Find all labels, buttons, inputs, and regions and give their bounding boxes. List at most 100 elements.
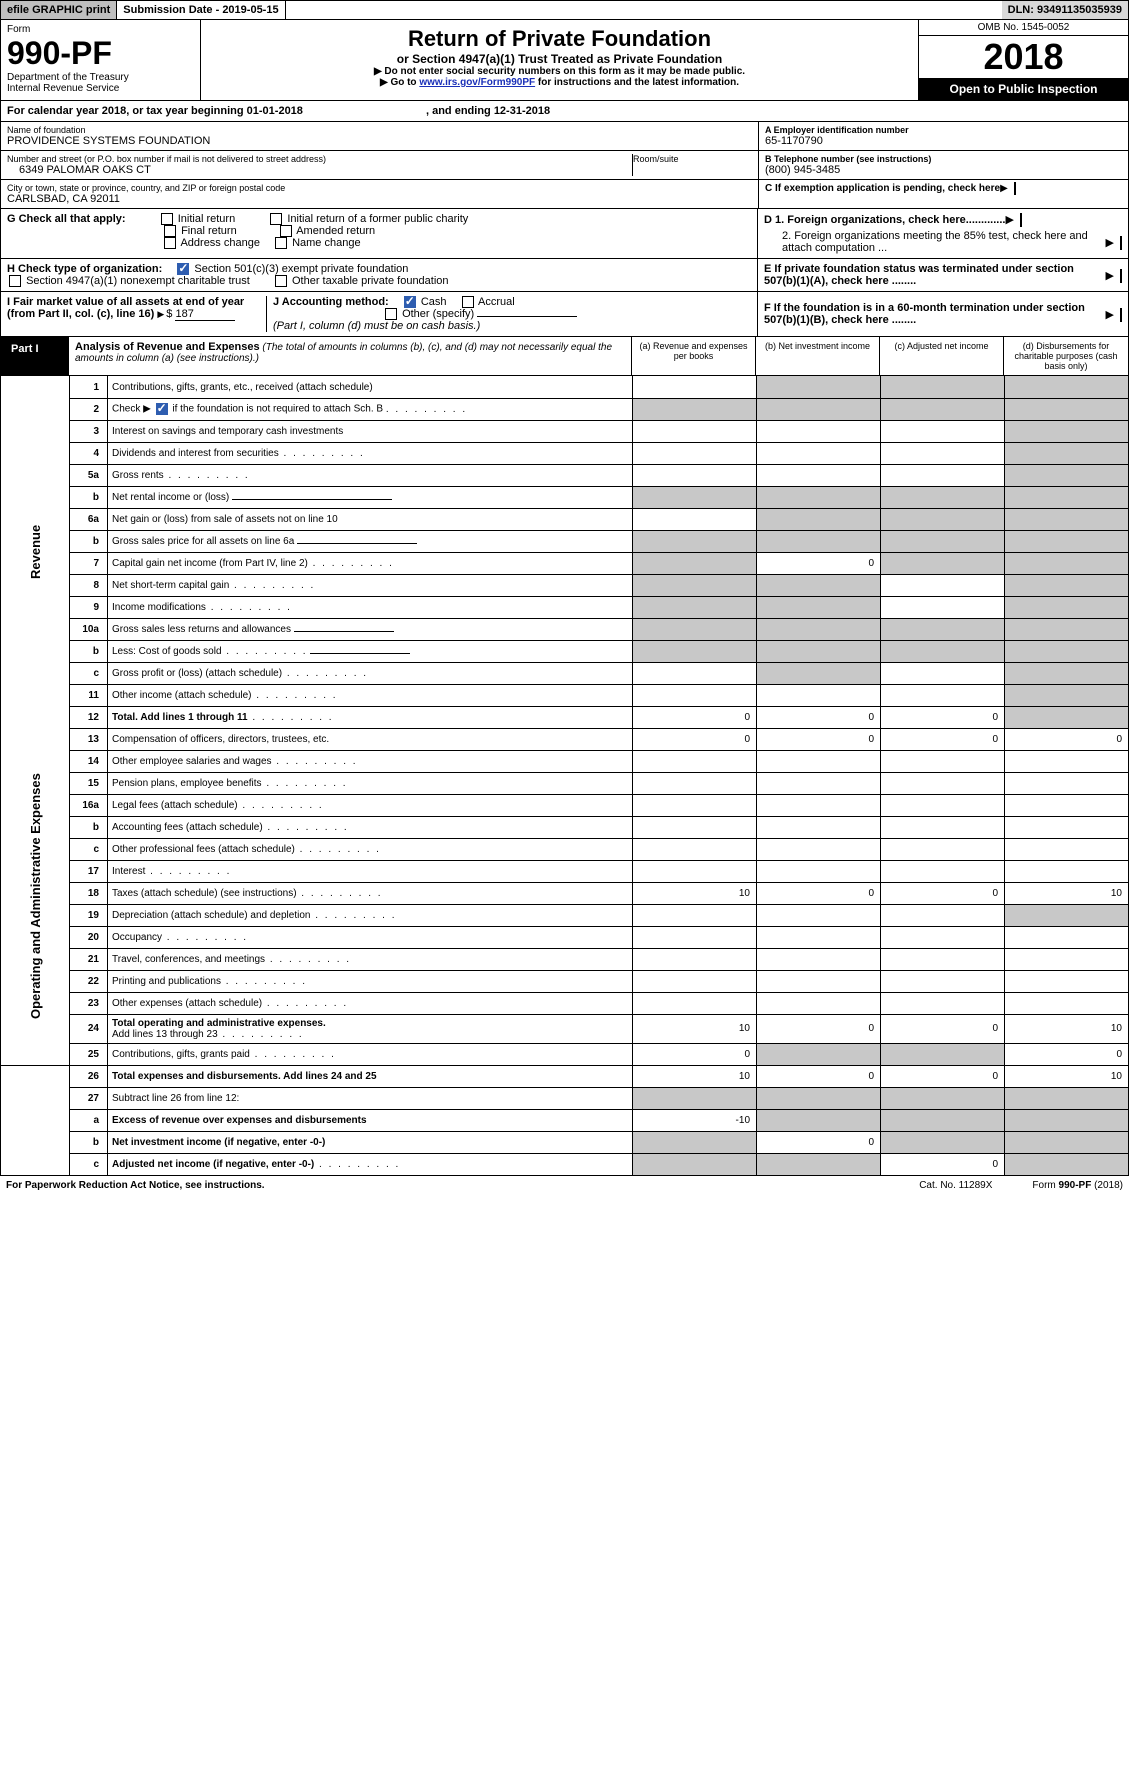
v27b: 0 bbox=[757, 1131, 881, 1153]
r10bt: Less: Cost of goods sold bbox=[112, 646, 222, 657]
ln-10c: c bbox=[70, 662, 108, 684]
ln-16a: 16a bbox=[70, 794, 108, 816]
r5bt: Net rental income or (loss) bbox=[112, 492, 229, 503]
r2-check[interactable] bbox=[156, 403, 168, 415]
h-o3: Other taxable private foundation bbox=[292, 275, 449, 287]
ln-5a: 5a bbox=[70, 464, 108, 486]
inst2-pre: ▶ Go to bbox=[380, 77, 419, 88]
r7: Capital gain net income (from Part IV, l… bbox=[108, 552, 633, 574]
r10c: Gross profit or (loss) (attach schedule) bbox=[108, 662, 633, 684]
irs-link[interactable]: www.irs.gov/Form990PF bbox=[419, 77, 535, 88]
r21: Travel, conferences, and meetings bbox=[108, 948, 633, 970]
v26c: 0 bbox=[881, 1065, 1005, 1087]
e-checkbox[interactable] bbox=[1120, 269, 1122, 283]
r16b: Accounting fees (attach schedule) bbox=[108, 816, 633, 838]
v13d: 0 bbox=[1005, 728, 1129, 750]
submission-date: Submission Date - 2019-05-15 bbox=[117, 1, 285, 19]
identity-block: Name of foundation PROVIDENCE SYSTEMS FO… bbox=[0, 122, 1129, 209]
v18a: 10 bbox=[633, 882, 757, 904]
row-ij-f: I Fair market value of all assets at end… bbox=[0, 292, 1129, 337]
g-initial-return[interactable] bbox=[161, 213, 173, 225]
v7b: 0 bbox=[757, 552, 881, 574]
r11: Other income (attach schedule) bbox=[108, 684, 633, 706]
top-bar: efile GRAPHIC print Submission Date - 20… bbox=[0, 0, 1129, 20]
j-other[interactable] bbox=[385, 308, 397, 320]
j-cash[interactable] bbox=[404, 296, 416, 308]
r16a: Legal fees (attach schedule) bbox=[108, 794, 633, 816]
r2a: Check ▶ bbox=[112, 404, 151, 415]
city-state-zip: CARLSBAD, CA 92011 bbox=[7, 193, 752, 205]
r12t: Total. Add lines 1 through 11 bbox=[112, 712, 248, 723]
h-other-taxable[interactable] bbox=[275, 275, 287, 287]
col-d-hdr: (d) Disbursements for charitable purpose… bbox=[1004, 337, 1128, 375]
v27c: 0 bbox=[881, 1153, 1005, 1175]
r26: Total expenses and disbursements. Add li… bbox=[108, 1065, 633, 1087]
r16at: Legal fees (attach schedule) bbox=[112, 800, 238, 811]
r10b: Less: Cost of goods sold bbox=[108, 640, 633, 662]
v12c: 0 bbox=[881, 706, 1005, 728]
ln-16b: b bbox=[70, 816, 108, 838]
h-4947[interactable] bbox=[9, 275, 21, 287]
g-name-change[interactable] bbox=[275, 237, 287, 249]
v24a: 10 bbox=[633, 1014, 757, 1043]
r5a: Gross rents bbox=[108, 464, 633, 486]
ln-6b: b bbox=[70, 530, 108, 552]
h-o1: Section 501(c)(3) exempt private foundat… bbox=[194, 263, 408, 275]
d2-checkbox[interactable] bbox=[1120, 236, 1122, 250]
form-title: Return of Private Foundation bbox=[207, 26, 912, 52]
r18t: Taxes (attach schedule) (see instruction… bbox=[112, 888, 297, 899]
r4: Dividends and interest from securities bbox=[108, 442, 633, 464]
row-g-d: G Check all that apply: Initial return I… bbox=[0, 209, 1129, 259]
efile-btn[interactable]: efile GRAPHIC print bbox=[1, 1, 117, 19]
r5at: Gross rents bbox=[112, 470, 164, 481]
g-final-return[interactable] bbox=[164, 225, 176, 237]
g-opt-5: Name change bbox=[292, 237, 361, 249]
v26d: 10 bbox=[1005, 1065, 1129, 1087]
v18d: 10 bbox=[1005, 882, 1129, 904]
street-address: 6349 PALOMAR OAKS CT bbox=[7, 164, 632, 176]
v12b: 0 bbox=[757, 706, 881, 728]
ln-26: 26 bbox=[70, 1065, 108, 1087]
ln-3: 3 bbox=[70, 420, 108, 442]
r16bt: Accounting fees (attach schedule) bbox=[112, 822, 263, 833]
ln-7: 7 bbox=[70, 552, 108, 574]
c-label: C If exemption application is pending, c… bbox=[765, 183, 1000, 194]
part1-label: Part I bbox=[1, 337, 69, 375]
r19: Depreciation (attach schedule) and deple… bbox=[108, 904, 633, 926]
g-address-change[interactable] bbox=[164, 237, 176, 249]
j-accrual[interactable] bbox=[462, 296, 474, 308]
ln-9: 9 bbox=[70, 596, 108, 618]
r24bt: Add lines 13 through 23 bbox=[112, 1029, 218, 1040]
f-checkbox[interactable] bbox=[1120, 308, 1122, 322]
ln-27a: a bbox=[70, 1109, 108, 1131]
ln-27b: b bbox=[70, 1131, 108, 1153]
ln-13: 13 bbox=[70, 728, 108, 750]
r3: Interest on savings and temporary cash i… bbox=[108, 420, 633, 442]
form-ref: Form 990-PF (2018) bbox=[1032, 1180, 1123, 1191]
f-label: F If the foundation is in a 60-month ter… bbox=[764, 302, 1106, 326]
addr-label: Number and street (or P.O. box number if… bbox=[7, 154, 632, 164]
cal-end: , and ending 12-31-2018 bbox=[426, 105, 550, 117]
g-initial-public[interactable] bbox=[270, 213, 282, 225]
col-a-hdr: (a) Revenue and expenses per books bbox=[632, 337, 756, 375]
v24c: 0 bbox=[881, 1014, 1005, 1043]
cat-no: Cat. No. 11289X bbox=[919, 1180, 992, 1191]
r10at: Gross sales less returns and allowances bbox=[112, 624, 291, 635]
h-501c3[interactable] bbox=[177, 263, 189, 275]
ln-20: 20 bbox=[70, 926, 108, 948]
c-checkbox[interactable] bbox=[1014, 182, 1016, 195]
room-label: Room/suite bbox=[633, 154, 752, 164]
ln-12: 12 bbox=[70, 706, 108, 728]
d1-checkbox[interactable] bbox=[1020, 213, 1022, 227]
h-o2: Section 4947(a)(1) nonexempt charitable … bbox=[26, 275, 250, 287]
r16c: Other professional fees (attach schedule… bbox=[108, 838, 633, 860]
ln-19: 19 bbox=[70, 904, 108, 926]
v25d: 0 bbox=[1005, 1043, 1129, 1065]
j-other-lbl: Other (specify) bbox=[402, 308, 474, 320]
r4t: Dividends and interest from securities bbox=[112, 448, 279, 459]
irs: Internal Revenue Service bbox=[7, 83, 194, 94]
ln-10a: 10a bbox=[70, 618, 108, 640]
g-amended[interactable] bbox=[280, 225, 292, 237]
form-word: Form bbox=[7, 24, 194, 35]
r6bt: Gross sales price for all assets on line… bbox=[112, 536, 294, 547]
